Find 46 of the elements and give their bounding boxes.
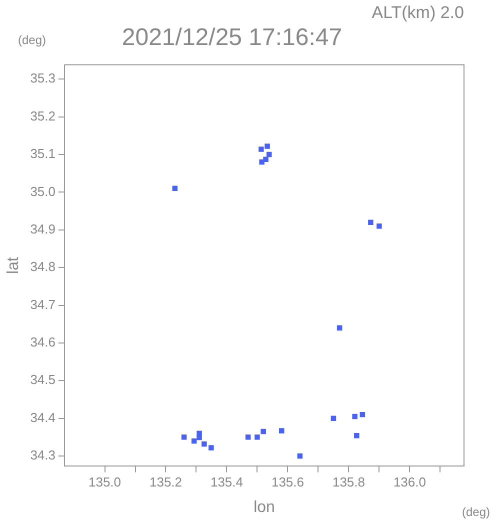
- point: [260, 428, 266, 434]
- y-tick-label: 35.0: [30, 184, 56, 199]
- x-tick-label: 135.4: [210, 474, 244, 490]
- y-tick-label: 34.3: [30, 448, 56, 463]
- point: [330, 416, 336, 421]
- point: [202, 441, 207, 447]
- point: [191, 438, 197, 444]
- x-axis-title: lon: [254, 498, 275, 516]
- y-tick-label: 34.5: [30, 372, 56, 388]
- text: ALT(km) 2.0: [372, 3, 464, 22]
- x-tick-label: 136.0: [393, 474, 426, 490]
- point: [266, 152, 272, 158]
- point: [259, 159, 264, 165]
- point: [264, 144, 270, 149]
- x-tick-label: 135.2: [149, 474, 182, 490]
- point: [172, 186, 178, 192]
- point: [368, 220, 374, 225]
- point: [336, 325, 342, 330]
- point: [376, 223, 382, 229]
- point: [254, 434, 260, 440]
- point: [279, 428, 284, 434]
- point: [208, 445, 214, 450]
- point: [297, 453, 303, 459]
- point: [245, 434, 251, 440]
- y-tick-label: 35.2: [30, 108, 56, 124]
- y-tick-label: 34.7: [30, 296, 56, 312]
- y-tick-label: 34.6: [30, 334, 56, 350]
- point: [360, 412, 366, 418]
- y-tick-label: 34.8: [30, 259, 56, 274]
- x-tick-label: 135.6: [271, 474, 304, 490]
- text: (deg): [462, 505, 490, 520]
- y-tick-label: 34.4: [30, 410, 56, 425]
- y-tick-label: 35.1: [30, 146, 56, 162]
- x-tick-label: 135.8: [332, 474, 365, 490]
- y-axis-title: lat: [5, 256, 22, 274]
- chart-title: 2021/12/25 17:16:47: [122, 24, 342, 52]
- point: [181, 434, 187, 440]
- y-tick-label: 35.3: [30, 70, 56, 86]
- point: [258, 146, 264, 152]
- y-tick-label: 34.9: [30, 221, 56, 236]
- point: [354, 433, 360, 438]
- x-tick-label: 135.0: [88, 474, 122, 490]
- point: [263, 156, 268, 162]
- text: (deg): [18, 33, 46, 47]
- point: [196, 430, 202, 436]
- point: [352, 414, 358, 420]
